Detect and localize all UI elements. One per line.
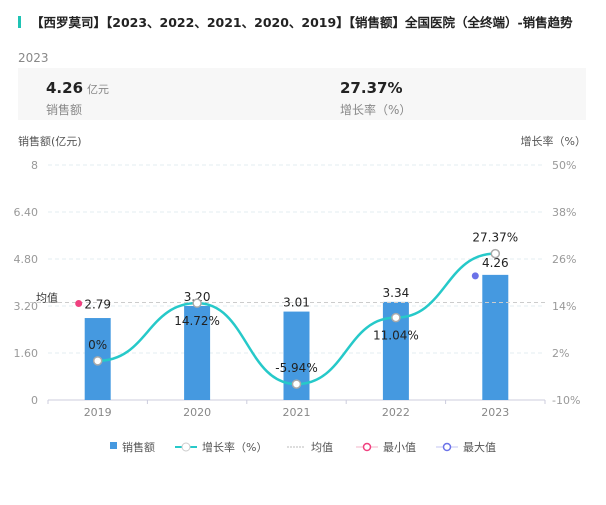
growth-value-label: 0% [88, 338, 107, 352]
title-text: 【西罗莫司】【2023、2022、2021、2020、2019】【销售额】全国医… [31, 15, 573, 30]
right-axis-title: 增长率（%） [521, 134, 586, 148]
bar-value-label: 2.79 [84, 297, 111, 311]
bar-value-label: 4.26 [482, 256, 509, 270]
y-tick-right: 2% [552, 347, 569, 360]
sales-unit: 亿元 [87, 83, 110, 96]
bar-2020 [184, 306, 211, 400]
legend-max-icon [442, 442, 452, 452]
growth-value-label: 14.72% [174, 314, 220, 328]
growth-value-label: -5.94% [275, 361, 317, 375]
growth-point [291, 379, 302, 389]
growth-label: 增长率（%） [340, 103, 412, 117]
sales-label: 销售额 [46, 103, 83, 117]
growth-point [391, 312, 401, 323]
x-tick-label: 2019 [84, 406, 112, 419]
title-accent [18, 15, 21, 28]
bar-value-label: 3.20 [184, 290, 211, 304]
left-axis-title: 销售额(亿元) [18, 134, 82, 148]
legend-growth: 增长率（%） [202, 440, 267, 454]
legend-bar-icon [110, 442, 117, 449]
legend-growth-point-icon [181, 442, 191, 452]
max-marker [471, 272, 479, 280]
growth-value-label: 11.04% [373, 329, 419, 343]
y-tick-right: 38% [552, 206, 576, 219]
growth-point [192, 298, 202, 308]
y-tick-right: 14% [552, 300, 576, 313]
min-marker [75, 299, 83, 307]
y-tick-left: 6.40 [14, 206, 39, 219]
chart-title: 【西罗莫司】【2023、2022、2021、2020、2019】【销售额】全国医… [18, 12, 573, 31]
legend-sales: 销售额 [122, 440, 155, 454]
y-tick-left: 4.80 [14, 253, 39, 266]
x-tick-label: 2023 [481, 406, 509, 419]
y-tick-left: 3.20 [14, 300, 39, 313]
growth-value-label: 27.37% [472, 231, 518, 245]
bar-value-label: 3.01 [283, 296, 310, 310]
growth-value: 27.37% [340, 79, 403, 97]
bar-value-label: 3.34 [383, 286, 410, 300]
x-tick-label: 2021 [283, 406, 311, 419]
y-tick-right: 26% [552, 253, 576, 266]
summary-card: 4.26 亿元 销售额 27.37% 增长率（%） [18, 68, 586, 120]
summary-year: 2023 [18, 51, 49, 65]
y-tick-right: -10% [552, 394, 580, 407]
x-tick-label: 2022 [382, 406, 410, 419]
bar-2023 [482, 274, 509, 400]
y-tick-left: 0 [31, 394, 38, 407]
x-tick-label: 2020 [183, 406, 211, 419]
growth-point [490, 248, 501, 259]
sales-kpi: 4.26 亿元 销售额 [46, 78, 109, 118]
average-label: 均值 [36, 291, 58, 304]
sales-value: 4.26 [46, 79, 84, 97]
growth-point [92, 356, 103, 366]
y-tick-left: 1.60 [14, 347, 39, 360]
legend-min: 最小值 [383, 441, 416, 454]
legend-max: 最大值 [463, 440, 496, 454]
growth-kpi: 27.37% 增长率（%） [340, 78, 411, 118]
y-tick-right: 50% [552, 159, 576, 172]
legend-min-icon [362, 442, 372, 452]
y-tick-left: 8 [31, 159, 38, 172]
legend-average: 均值 [311, 441, 333, 454]
